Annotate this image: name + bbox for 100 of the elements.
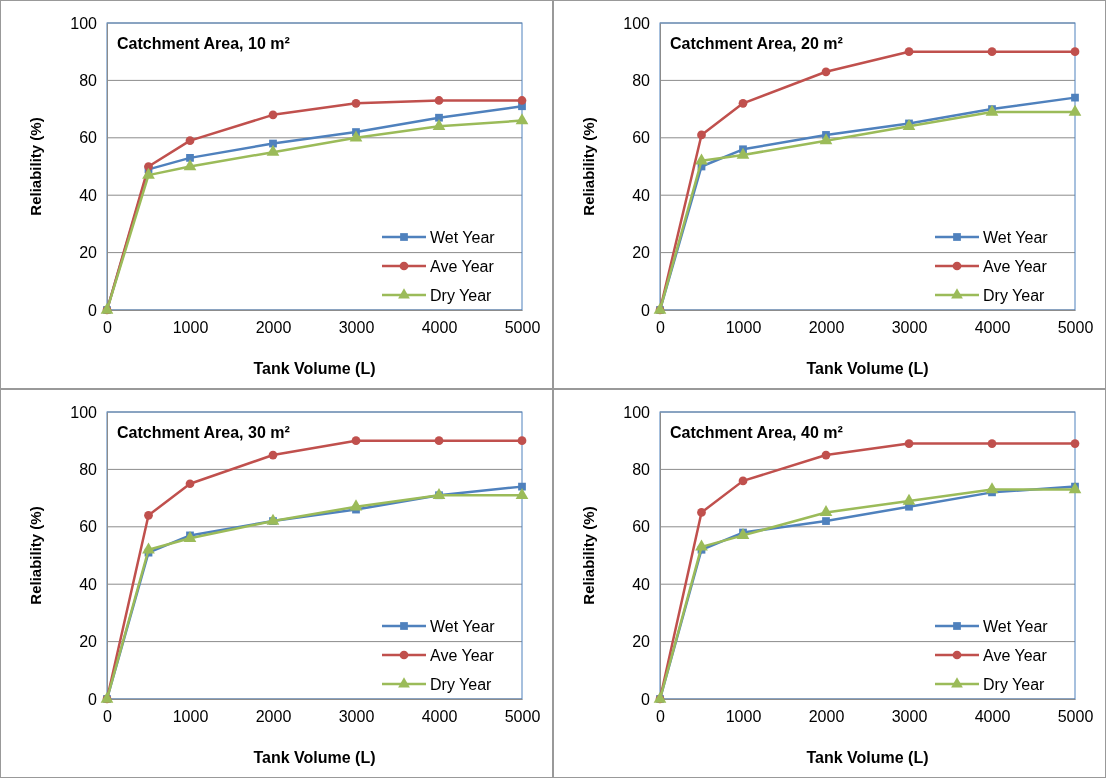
y-tick-label: 100 [623,403,651,421]
legend-label: Wet Year [430,618,496,635]
point [821,67,831,77]
point [517,96,527,105]
point [142,167,155,179]
legend-label: Dry Year [983,287,1046,304]
y-tick-label: 60 [632,518,651,536]
point [186,154,194,162]
x-tick-label: 1000 [172,319,209,337]
legend-label: Ave Year [983,647,1048,664]
x-tick-label: 1000 [172,708,209,726]
text: Catchment Area, 10 m² [117,35,290,52]
x-tick-label: 5000 [1057,708,1094,726]
legend-label: Ave Year [430,647,495,664]
point [1070,47,1080,57]
point [822,517,830,525]
legend-label: Ave Year [430,258,495,275]
point [351,436,361,446]
point [697,508,706,517]
text: Catchment Area, 20 m² [670,35,843,52]
x-tick-label: 5000 [504,708,541,726]
point [738,476,748,486]
y-tick-label: 80 [79,72,98,90]
point [985,482,999,494]
y-tick-label: 60 [632,129,651,147]
text: Catchment Area, 30 m² [117,424,290,441]
legend-label: Wet Year [983,618,1049,635]
x-tick-label: 4000 [421,708,458,726]
x-tick-label: 2000 [808,319,845,337]
point [1071,93,1079,102]
legend-label: Wet Year [430,229,496,246]
point [517,436,527,446]
y-tick-label: 40 [632,575,651,593]
point [904,439,914,448]
x-tick-label: 4000 [974,319,1011,337]
y-tick-label: 40 [632,186,651,204]
point [185,136,195,146]
y-tick-label: 60 [79,518,98,536]
y-axis-title: Reliability (%) [580,506,597,605]
point [266,144,280,156]
point [515,113,529,125]
y-tick-label: 20 [79,244,98,262]
x-axis-title: Tank Volume (L) [253,360,376,377]
point [819,133,833,145]
point [268,450,278,460]
y-tick-label: 0 [641,690,651,708]
point [432,118,446,130]
y-tick-label: 20 [79,633,98,651]
legend-label: Wet Year [983,229,1049,246]
y-tick-label: 80 [79,461,98,479]
point [349,499,363,511]
legend-label: Dry Year [983,676,1046,693]
y-tick-label: 100 [70,403,98,421]
point [736,147,750,159]
point [183,159,197,171]
point [435,113,443,122]
x-tick-label: 4000 [974,708,1011,726]
x-tick-label: 1000 [725,319,762,337]
point [695,539,708,551]
x-axis-title: Tank Volume (L) [806,749,929,766]
point [902,493,916,505]
point [144,510,153,520]
point [697,130,706,140]
y-axis-title: Reliability (%) [27,506,44,605]
y-tick-label: 0 [641,301,651,319]
y-tick-label: 40 [79,186,98,204]
legend-label: Dry Year [430,287,493,304]
x-tick-label: 3000 [891,319,928,337]
y-tick-label: 20 [632,244,651,262]
point [185,479,195,489]
x-tick-label: 0 [103,708,113,726]
x-tick-label: 5000 [1057,319,1094,337]
y-tick-label: 80 [632,461,651,479]
y-tick-label: 0 [88,301,98,319]
x-axis-title: Tank Volume (L) [806,360,929,377]
legend-label: Dry Year [430,676,493,693]
x-tick-label: 3000 [891,708,928,726]
y-tick-label: 100 [623,14,651,32]
y-tick-label: 100 [70,14,98,32]
point [434,436,444,446]
y-axis-title: Reliability (%) [27,117,44,216]
x-tick-label: 5000 [504,319,541,337]
y-tick-label: 20 [632,633,651,651]
y-axis-title: Reliability (%) [580,117,597,216]
point [738,99,748,108]
x-tick-label: 2000 [255,708,292,726]
text: Catchment Area, 40 m² [670,424,843,441]
point [268,110,278,120]
point [515,487,529,499]
legend-label: Ave Year [983,258,1048,275]
y-tick-label: 40 [79,575,98,593]
x-tick-label: 3000 [338,708,375,726]
y-tick-label: 60 [79,129,98,147]
x-tick-label: 4000 [421,319,458,337]
point [821,450,831,460]
y-tick-label: 0 [88,690,98,708]
y-tick-label: 80 [632,72,651,90]
x-tick-label: 1000 [725,708,762,726]
x-tick-label: 0 [656,319,666,337]
x-tick-label: 0 [103,319,113,337]
